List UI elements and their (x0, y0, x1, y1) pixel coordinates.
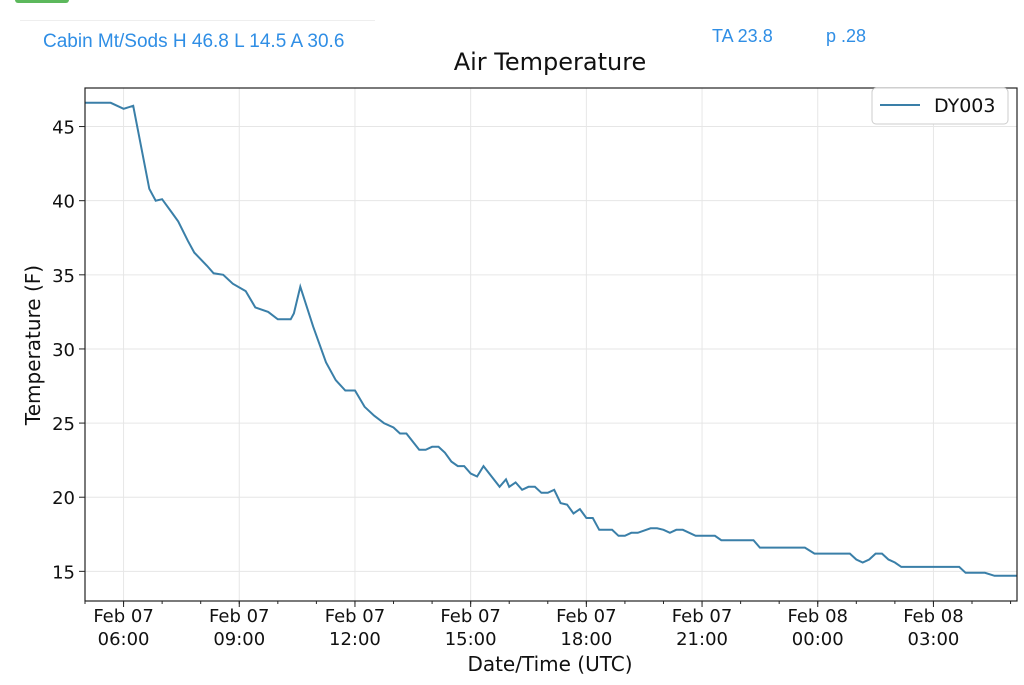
y-tick-label: 25 (52, 414, 75, 435)
plot-frame (84, 87, 1018, 602)
y-tick-label: 45 (52, 118, 75, 139)
x-tick-label-time: 09:00 (213, 629, 265, 650)
p-readout: p .28 (826, 26, 867, 46)
legend: DY003 (871, 87, 1009, 125)
x-tick-label-date: Feb 08 (787, 606, 848, 627)
y-tick-label: 35 (52, 266, 75, 287)
legend-label: DY003 (934, 95, 995, 117)
ta-readout: TA 23.8 (712, 26, 773, 46)
x-tick-label-time: 06:00 (98, 629, 150, 650)
x-tick-label-date: Feb 08 (903, 606, 964, 627)
x-tick-label-date: Feb 07 (556, 606, 617, 627)
y-tick-label: 20 (52, 488, 75, 509)
divider (20, 20, 375, 21)
y-tick-label: 15 (52, 562, 75, 583)
status-bar-accent (15, 0, 69, 3)
chart-title: Air Temperature (454, 48, 647, 76)
series-line-dy003 (85, 101, 1017, 577)
x-tick-label-date: Feb 07 (209, 606, 270, 627)
x-tick-label-time: 00:00 (792, 629, 844, 650)
x-tick-label-time: 21:00 (676, 629, 728, 650)
y-tick-label: 30 (52, 340, 75, 361)
x-tick-label-date: Feb 07 (440, 606, 501, 627)
x-tick-label-date: Feb 07 (672, 606, 733, 627)
x-tick-label-time: 18:00 (560, 629, 612, 650)
x-tick-label-date: Feb 07 (325, 606, 386, 627)
x-tick-label-time: 12:00 (329, 629, 381, 650)
y-tick-label: 40 (52, 192, 75, 213)
y-axis-label: Temperature (F) (21, 265, 45, 426)
station-summary: Cabin Mt/Sods H 46.8 L 14.5 A 30.6 (43, 31, 345, 52)
x-tick-label-date: Feb 07 (93, 606, 154, 627)
x-axis-label: Date/Time (UTC) (467, 652, 632, 676)
x-tick-label-time: 15:00 (445, 629, 497, 650)
x-tick-label-time: 03:00 (908, 629, 960, 650)
